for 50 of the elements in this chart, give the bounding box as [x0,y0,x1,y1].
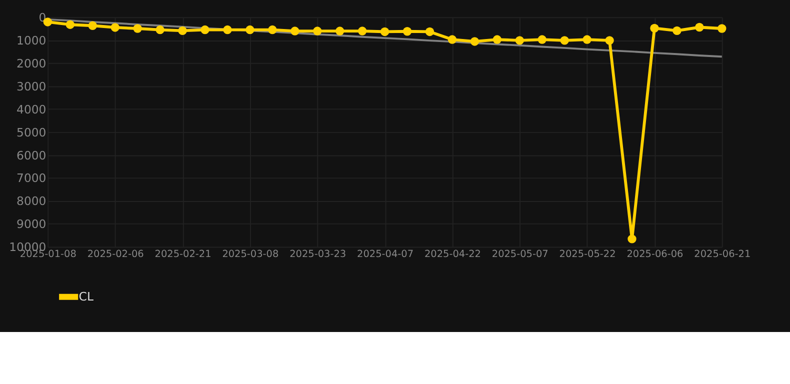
x-tick-label: 2025-06-06 [626,248,684,260]
y-tick-label: 1000 [16,33,46,48]
point [110,23,120,32]
point [223,25,232,34]
point [156,25,164,34]
point [402,27,412,36]
y-tick-label: 7000 [16,171,46,186]
point [605,36,614,45]
point [335,26,344,36]
point [695,22,704,32]
point [246,25,254,34]
point [650,24,659,33]
point [515,36,524,45]
point [448,35,457,44]
x-tick-label: 2025-03-23 [290,248,346,260]
point [178,26,187,36]
point [380,27,390,36]
point [582,35,592,44]
y-tick-label: 9000 [16,217,46,232]
y-tick-label: 2000 [16,56,46,70]
point [425,27,434,36]
point [492,35,502,44]
x-tick-label: 2025-03-08 [222,248,279,260]
point [66,20,74,29]
y-tick-label: 4000 [16,102,46,116]
y-tick-label: 5000 [16,125,46,140]
x-tick-label: 2025-05-22 [559,248,616,260]
legend-label: CL [78,290,94,304]
point [290,26,300,36]
point [313,26,322,36]
point [200,25,210,34]
point [538,35,546,44]
x-tick-label: 2025-02-06 [87,248,144,260]
point [88,21,97,30]
y-tick-label: 8000 [16,194,46,208]
x-tick-label: 2025-04-22 [424,248,481,260]
point [358,26,367,36]
y-tick-label: 3000 [16,79,46,94]
point [470,37,480,46]
x-tick-label: 2025-05-07 [492,248,548,260]
point [672,26,682,36]
x-tick-label: 2025-04-07 [357,248,414,260]
point [133,24,142,33]
point [560,36,569,45]
point [718,24,726,33]
y-tick-label: 6000 [16,148,46,162]
x-tick-label: 2025-02-21 [154,248,212,260]
x-tick-label: 2025-06-21 [694,248,751,260]
point [628,234,636,244]
point [268,25,277,34]
